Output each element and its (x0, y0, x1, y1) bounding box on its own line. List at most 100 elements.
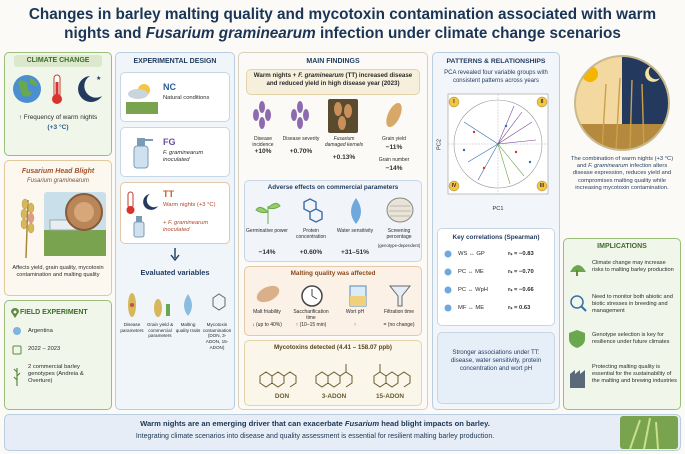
subheading: Fusarium graminearum (26, 178, 90, 184)
footer-line: Warm nights are an emerging driver that … (20, 419, 610, 428)
heading: EXPERIMENTAL DESIGN (133, 58, 217, 65)
heading: Malting quality was affected (290, 270, 376, 277)
findings-lead-box (246, 69, 420, 95)
metric-label: Grain yield (382, 136, 406, 142)
metric-label: Fusarium damaged kernels (324, 136, 364, 149)
footer (4, 414, 681, 451)
correlation-value: rₛ = 0.63 (508, 305, 531, 311)
mycotoxin-label: 15-ADON (375, 393, 405, 400)
heading: IMPLICATIONS (597, 243, 647, 250)
arrow-down (170, 248, 180, 262)
title-text: Changes in barley malting quality and my… (28, 6, 657, 42)
treatment-code: FG (163, 137, 176, 147)
variable-label: Grain yield & commercial parameters (146, 322, 174, 339)
fhb-images (20, 192, 106, 259)
pca-text: PCA revealed four variable groups with c… (444, 70, 548, 84)
heading: Mycotoxins detected (4.41 – 158.07 ppb) (274, 344, 392, 351)
heading: Adverse effects on commercial parameters (267, 184, 399, 191)
day-night-image (574, 55, 670, 151)
malting-box (244, 266, 422, 336)
metric-value: +0.60% (299, 249, 323, 256)
commercial-icons (255, 197, 414, 224)
metric-label: Filtration time (383, 309, 414, 315)
heading: FIELD EXPERIMENT (20, 309, 88, 316)
climate-icons: ★ (13, 74, 102, 104)
footer-image (620, 416, 678, 450)
correlation-pair: PC ↔ WpH (458, 287, 488, 293)
var: ME (475, 269, 484, 275)
metric-value: +10% (254, 148, 272, 155)
pca-biplot (447, 93, 549, 195)
fg-icon (133, 138, 153, 169)
fhb-text: Affects yield, grain quality, mycotoxin … (12, 265, 104, 278)
heading: PATTERNS & RELATIONSHIPS (446, 58, 546, 65)
treatment-desc: Natural conditions (163, 95, 210, 101)
title-italic: Fusarium graminearum (145, 24, 316, 42)
metric-label: Disease incidence (252, 136, 274, 149)
field-panel (4, 300, 112, 410)
conclusion-text: infection alters disease expression, red… (572, 163, 672, 191)
molecule-icons (259, 364, 411, 388)
mycotoxin-label: 3-ADON (321, 393, 347, 400)
var: MF (458, 305, 467, 311)
var: WS (458, 251, 468, 257)
heading: Fusarium Head Blight (21, 168, 95, 175)
header-bar (14, 55, 102, 67)
conclusion-text: The combination of warm nights (+3 °C) a… (570, 156, 674, 170)
variable-icons (128, 293, 226, 317)
footer-text: Warm nights are an emerging driver that … (140, 419, 345, 428)
metric-label: Germinative power (246, 228, 288, 234)
metric-value: −14% (385, 165, 403, 172)
implication-item: Protecting malting quality is essential … (592, 364, 677, 384)
axis-label: PC2 (436, 139, 443, 150)
metric-label: Screening percentage (386, 228, 412, 241)
metric-label: Saccharification time (293, 309, 329, 322)
commercial-box (244, 180, 422, 262)
var: WpH (475, 287, 488, 293)
conclusion-italic: F. graminearum (588, 163, 629, 170)
variable-label: Disease parameters (120, 322, 144, 333)
treatment-code: NC (163, 82, 176, 92)
metric-value: (genotype-dependent) (377, 243, 421, 248)
group-label: II (540, 99, 544, 105)
treatment-desc: F. graminearum inoculated (163, 150, 204, 164)
metric-value: −14% (258, 249, 276, 256)
metric-value: ↑ (353, 322, 357, 328)
mycotoxin-label: DON (274, 393, 290, 400)
nc-icon (126, 84, 158, 114)
metric-value: ↑ (10–15 min) (295, 322, 327, 328)
treatment-desc: Warm nights (+3 °C) (163, 202, 216, 208)
var: GP (476, 251, 485, 257)
group-label: III (539, 183, 545, 189)
treatment-desc: + F. graminearum inoculated (163, 220, 209, 234)
metric-label: Water sensitivity (336, 228, 374, 234)
correlation-value: rₛ = −0.70 (508, 269, 534, 275)
implication-item: Need to monitor both abiotic and biotic … (592, 294, 673, 314)
summary-box (437, 332, 555, 404)
correlation-value: rₛ = −0.66 (508, 287, 534, 293)
group-label: I (453, 99, 455, 105)
field-item: 2022 – 2023 (28, 346, 61, 352)
tt-icon (126, 191, 158, 238)
variable-label: Mycotoxin contamination (DON, 3-ADON, 15… (202, 322, 232, 350)
footer-text: head blight impacts on barley. (379, 419, 490, 428)
heading: Evaluated variables (140, 268, 210, 277)
climate-value: (+3 °C) (47, 124, 69, 131)
metric-value: +31–51% (340, 249, 370, 256)
field-icons (12, 327, 22, 386)
title-text: infection under climate change scenarios (315, 24, 621, 42)
variable-label: Malting quality traits (175, 322, 201, 333)
metric-value: −11% (385, 144, 403, 151)
location-icon (11, 308, 19, 318)
lead-text: (TT) increased disease and reduced yield… (266, 72, 413, 87)
group-label: IV (451, 183, 457, 189)
heading: MAIN FINDINGS (306, 58, 360, 65)
metric-label: Protein concentration (295, 228, 327, 241)
svg-text:★: ★ (96, 75, 101, 82)
metric-label: Grain number (378, 157, 410, 163)
field-item: Argentina (28, 328, 53, 334)
metric-value: ↓ (up to 40%) (252, 322, 282, 328)
field-item: 2 commercial barley genotypes (Andreia &… (28, 364, 84, 385)
metric-value: = (no change) (383, 322, 415, 328)
